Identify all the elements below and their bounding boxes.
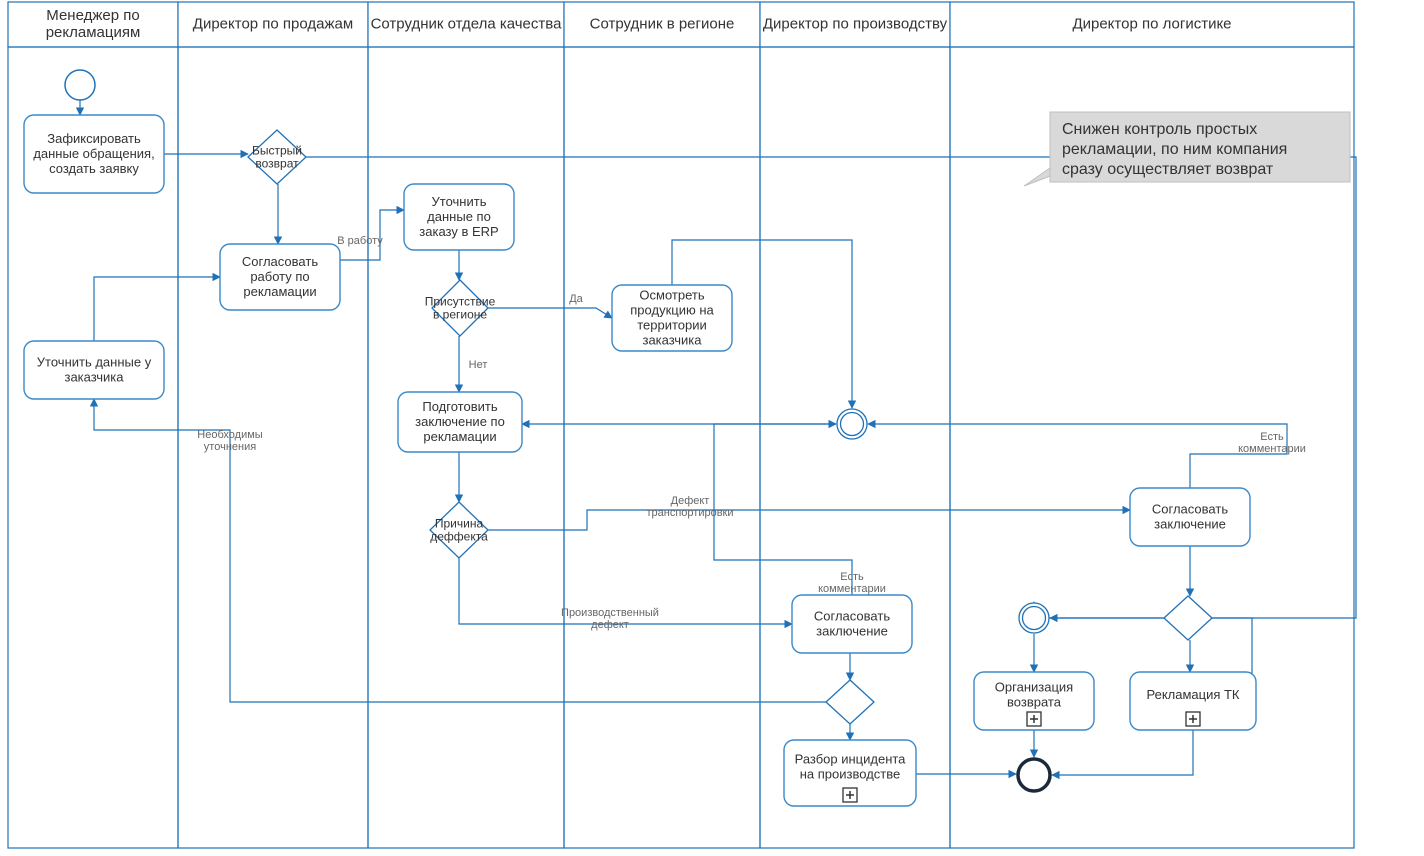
start-event (65, 70, 95, 100)
callout-text: рекламации, по ним компания (1062, 141, 1287, 158)
lane-header-label: Сотрудник в регионе (590, 16, 735, 33)
gateway (826, 680, 874, 724)
gateway-label: Быстрыйвозврат (252, 144, 302, 171)
task-label: Разбор инцидентана производстве (795, 752, 907, 782)
callout-text: Снижен контроль простых (1062, 121, 1257, 138)
sequence-flow (488, 308, 612, 318)
edge-label: дефект (591, 619, 629, 631)
end-event (1018, 759, 1050, 791)
edge-label: В работу (337, 235, 383, 247)
lane-header-label: Сотрудник отдела качества (371, 16, 563, 33)
lane-body (760, 47, 950, 848)
gateway-label: Причинадеффекта (430, 517, 488, 544)
bpmn-diagram: Менеджер порекламациям Директор по продаж… (0, 0, 1424, 856)
task-label: Подготовитьзаключение порекламации (415, 399, 505, 444)
edge-label: Есть (1260, 431, 1284, 443)
task-label: Рекламация ТК (1146, 687, 1239, 702)
intermediate-event (1019, 603, 1049, 633)
edge-label: Необходимы (197, 429, 262, 441)
task-label: Согласоватьзаключение (814, 609, 890, 639)
edge-label: транспортировки (646, 507, 733, 519)
gateway-label: Присутствиев регионе (425, 295, 496, 322)
edge-label: Да (569, 293, 583, 305)
callout-text: сразу осуществляет возврат (1062, 161, 1274, 178)
task-label: Согласоватьзаключение (1152, 502, 1228, 532)
sequence-flow (1052, 730, 1193, 775)
task-label: Зафиксироватьданные обращения,создать за… (33, 131, 154, 176)
lane-header-label: Менеджер порекламациям (46, 7, 141, 41)
gateway (1164, 596, 1212, 640)
intermediate-event (837, 409, 867, 439)
callout-pointer (1024, 168, 1050, 186)
edge-label: комментарии (818, 583, 886, 595)
lane-header-label: Директор по логистике (1072, 16, 1231, 33)
edge-label: комментарии (1238, 443, 1306, 455)
edge-label: уточнения (204, 441, 256, 453)
lane-header-label: Директор по продажам (193, 16, 353, 33)
edge-label: Есть (840, 571, 864, 583)
edge-label: Нет (469, 359, 488, 371)
lane-body (564, 47, 760, 848)
sequence-flow (488, 510, 1130, 530)
task-label: Согласоватьработу порекламации (242, 254, 318, 299)
edge-label: Производственный (561, 607, 659, 619)
sequence-flow (94, 277, 220, 341)
edge-label: Дефект (671, 495, 710, 507)
sequence-flow (868, 424, 1287, 488)
lane-header-label: Директор по производству (763, 16, 948, 33)
